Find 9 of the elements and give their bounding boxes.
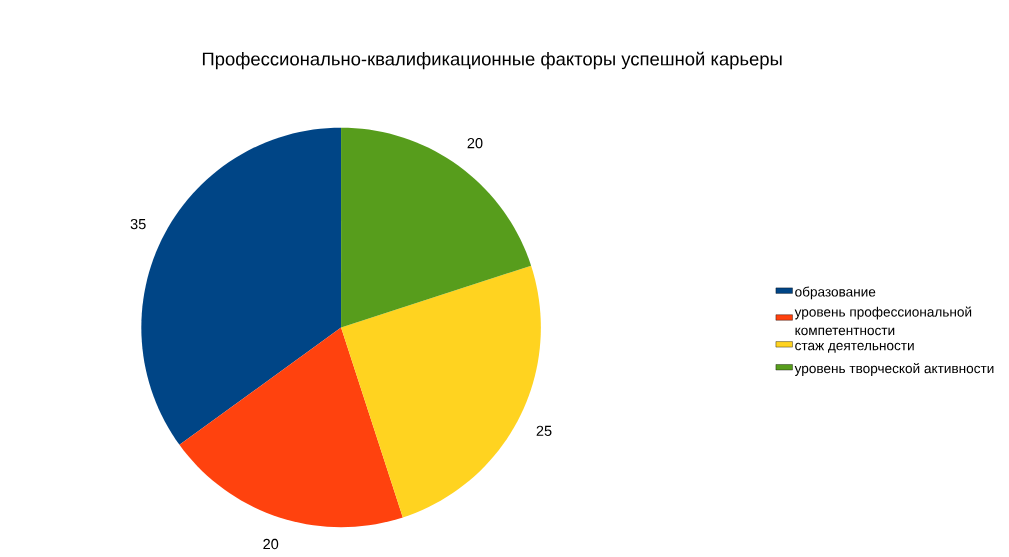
- legend-label: образование: [795, 286, 876, 300]
- data-label: 25: [536, 425, 552, 436]
- legend-label: стаж деятельности: [795, 342, 914, 353]
- chart-title: Профессионально-квалификационные факторы успешной карьеры: [202, 51, 782, 69]
- data-label: 20: [263, 538, 279, 549]
- legend-label: уровень профессиональной компетентности: [794, 306, 972, 335]
- data-label: 35: [130, 218, 146, 229]
- legend-label: уровень творческой активности: [794, 362, 994, 376]
- data-label: 20: [467, 137, 483, 149]
